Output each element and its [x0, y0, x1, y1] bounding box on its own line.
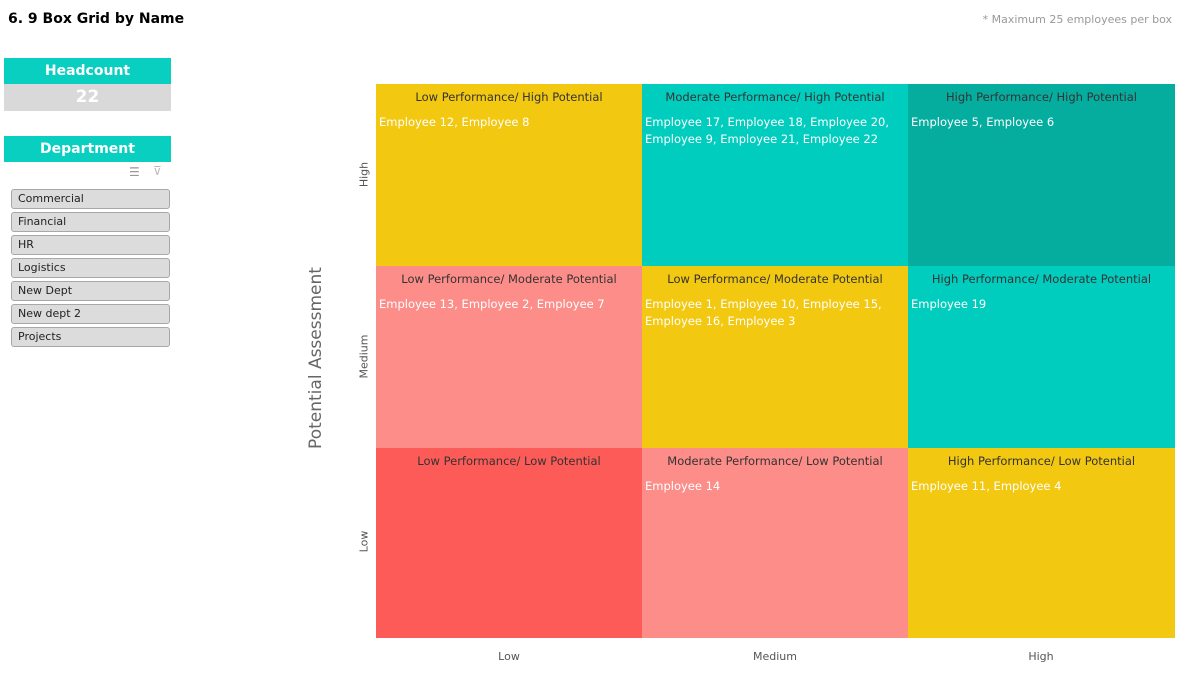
grid-cell: High Performance/ Moderate Potential Empl…: [908, 266, 1175, 448]
cell-title: Low Performance/ Moderate Potential: [401, 272, 617, 286]
cell-employees: Employee 14: [645, 479, 721, 493]
department-filter-new-dept-2[interactable]: New dept 2: [11, 304, 170, 324]
cell-employees: Employee 1, Employee 10, Employee 15, Em…: [645, 297, 882, 328]
x-tick-high: High: [1028, 650, 1054, 663]
department-filter-new-dept[interactable]: New Dept: [11, 281, 170, 301]
grid-cell: High Performance/ Low Potential Employee …: [908, 448, 1175, 638]
cell-employees: Employee 5, Employee 6: [911, 115, 1055, 129]
headcount-value: 22: [4, 84, 171, 111]
y-tick-low: Low: [357, 530, 371, 553]
cell-title: High Performance/ Low Potential: [947, 454, 1136, 468]
grid-cell: Low Performance/ High Potential Employee …: [376, 84, 642, 266]
y-tick-medium: Medium: [357, 334, 371, 379]
cell-title: High Performance/ High Potential: [946, 90, 1137, 104]
max-note: * Maximum 25 employees per box: [982, 13, 1172, 26]
cell-title: Low Performance/ Low Potential: [417, 454, 601, 468]
x-tick-low: Low: [498, 650, 520, 663]
cell-title: High Performance/ Moderate Potential: [931, 272, 1152, 286]
x-tick-medium: Medium: [753, 650, 797, 663]
department-filter-commercial[interactable]: Commercial: [11, 189, 170, 209]
cell-title: Moderate Performance/ Low Potential: [667, 454, 883, 468]
department-filter-projects[interactable]: Projects: [11, 327, 170, 347]
cell-employees: Employee 13, Employee 2, Employee 7: [379, 297, 605, 311]
grid-cell: Moderate Performance/ High Potential Empl…: [642, 84, 908, 266]
multi-select-icon[interactable]: ☰: [129, 165, 140, 179]
cell-employees: Employee 12, Employee 8: [379, 115, 530, 129]
cell-title: Moderate Performance/ High Potential: [665, 90, 885, 104]
department-filter-logistics[interactable]: Logistics: [11, 258, 170, 278]
page-title: 6. 9 Box Grid by Name: [8, 11, 185, 27]
cell-employees: Employee 17, Employee 18, Employee 20, E…: [645, 115, 890, 146]
grid-cell: Low Performance/ Moderate Potential Emplo…: [376, 266, 642, 448]
y-tick-high: High: [357, 161, 371, 188]
cell-title: Low Performance/ Moderate Potential: [667, 272, 883, 286]
department-filter-hr[interactable]: HR: [11, 235, 170, 255]
y-axis-title-wrap: Potential Assessment: [296, 260, 336, 460]
y-axis-title: Potential Assessment: [306, 267, 326, 449]
grid-cell: Low Performance/ Moderate Potential Emplo…: [642, 266, 908, 448]
cell-title: Low Performance/ High Potential: [415, 90, 603, 104]
grid-cell: Moderate Performance/ Low Potential Emplo…: [642, 448, 908, 638]
cell-employees: Employee 11, Employee 4: [911, 479, 1062, 493]
grid-cell: Low Performance/ Low Potential: [376, 448, 642, 638]
grid-cell: High Performance/ High Potential Employee…: [908, 84, 1175, 266]
clear-filter-icon[interactable]: ⊽: [153, 164, 162, 178]
headcount-header: Headcount: [4, 58, 171, 84]
department-header: Department: [4, 136, 171, 162]
department-filter-financial[interactable]: Financial: [11, 212, 170, 232]
cell-employees: Employee 19: [911, 297, 987, 311]
